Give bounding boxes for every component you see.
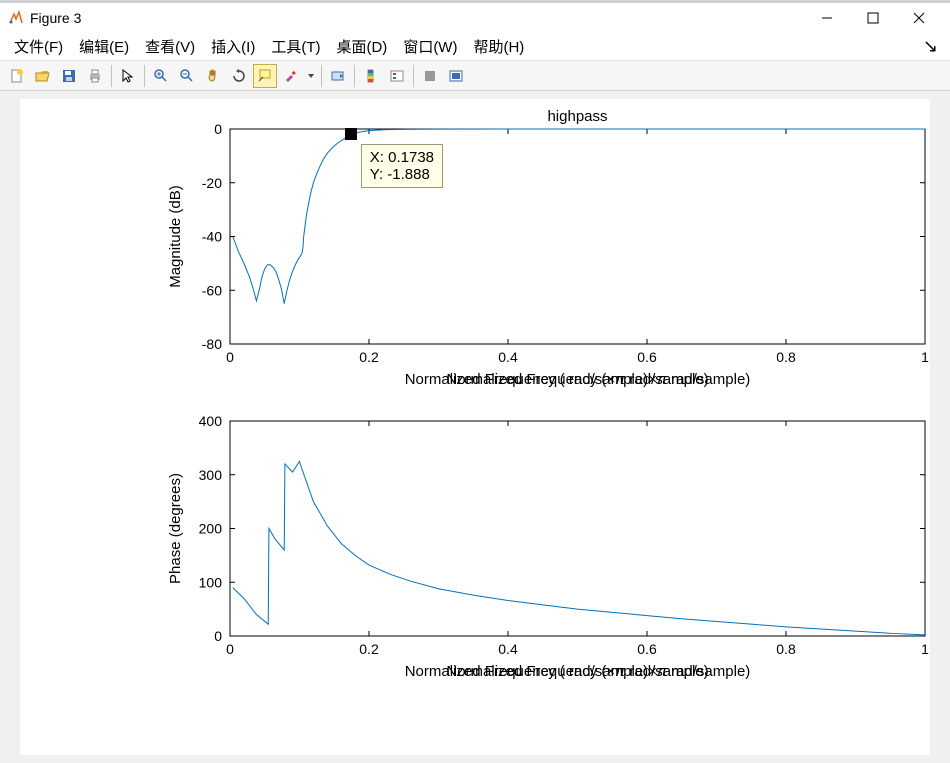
menu-help[interactable]: 帮助(H) <box>465 33 532 60</box>
figure-area: 0 0.2 0.4 0.6 0.8 1 -80 -60 -40 -20 0 Normalized Fr… <box>0 91 950 763</box>
datatip-box[interactable]: X: 0.1738 Y: -1.888 <box>361 144 443 188</box>
menu-desktop[interactable]: 桌面(D) <box>328 33 395 60</box>
datatip-button[interactable] <box>253 64 277 88</box>
plot-panel[interactable]: 0 0.2 0.4 0.6 0.8 1 -80 -60 -40 -20 0 Normalized Fr… <box>20 99 930 755</box>
svg-text:highpass: highpass <box>547 108 607 125</box>
svg-text:0.2: 0.2 <box>359 641 379 657</box>
svg-text:0: 0 <box>214 121 222 137</box>
svg-text:Normalized Frequency (×π rad/: Normalized Frequency (×π rad/sample) <box>446 371 708 388</box>
svg-text:200: 200 <box>199 521 223 537</box>
figure-window: Figure 3 文件(F) 编辑(E) 查看(V) 插入(I) 工具(T) 桌… <box>0 0 950 763</box>
svg-text:-80: -80 <box>202 336 222 352</box>
menu-file[interactable]: 文件(F) <box>6 33 71 60</box>
close-button[interactable] <box>896 3 942 33</box>
svg-text:Normalized Frequency (×π rad/: Normalized Frequency (×π rad/sample) <box>446 663 708 680</box>
menu-view[interactable]: 查看(V) <box>137 33 203 60</box>
menu-tools[interactable]: 工具(T) <box>263 33 328 60</box>
matlab-icon <box>8 10 24 26</box>
svg-text:0.2: 0.2 <box>359 349 379 365</box>
menu-insert[interactable]: 插入(I) <box>203 33 263 60</box>
dropdown-button[interactable] <box>305 64 317 88</box>
titlebar[interactable]: Figure 3 <box>0 3 950 33</box>
datatip-x: X: 0.1738 <box>370 149 434 166</box>
svg-text:0.6: 0.6 <box>637 641 657 657</box>
save-button[interactable] <box>57 64 81 88</box>
menu-overflow-icon[interactable]: ↘ <box>923 36 944 57</box>
svg-text:0: 0 <box>214 628 222 644</box>
print-button[interactable] <box>83 64 107 88</box>
svg-text:-60: -60 <box>202 282 222 298</box>
svg-text:0.8: 0.8 <box>776 641 796 657</box>
svg-text:300: 300 <box>199 467 223 483</box>
open-button[interactable] <box>31 64 55 88</box>
svg-text:-40: -40 <box>202 229 222 245</box>
layout-button[interactable] <box>444 64 468 88</box>
svg-text:0.4: 0.4 <box>498 641 518 657</box>
zoom-in-button[interactable] <box>149 64 173 88</box>
svg-text:0.8: 0.8 <box>776 349 796 365</box>
svg-text:0.6: 0.6 <box>637 349 657 365</box>
brush-button[interactable] <box>279 64 303 88</box>
menu-edit[interactable]: 编辑(E) <box>71 33 137 60</box>
charts-svg: 0 0.2 0.4 0.6 0.8 1 -80 -60 -40 -20 0 Normalized Fr… <box>20 99 930 719</box>
menubar: 文件(F) 编辑(E) 查看(V) 插入(I) 工具(T) 桌面(D) 窗口(W… <box>0 33 950 61</box>
svg-text:0.4: 0.4 <box>498 349 518 365</box>
grid-button[interactable] <box>418 64 442 88</box>
legend-button[interactable] <box>385 64 409 88</box>
svg-text:Magnitude (dB): Magnitude (dB) <box>167 185 184 288</box>
svg-text:0: 0 <box>226 349 234 365</box>
pointer-button[interactable] <box>116 64 140 88</box>
maximize-button[interactable] <box>850 3 896 33</box>
svg-text:-20: -20 <box>202 175 222 191</box>
svg-text:Phase (degrees): Phase (degrees) <box>167 473 184 584</box>
svg-text:1: 1 <box>921 641 929 657</box>
datatip-y: Y: -1.888 <box>370 166 434 183</box>
svg-text:0: 0 <box>226 641 234 657</box>
colorbar-button[interactable] <box>359 64 383 88</box>
menu-window[interactable]: 窗口(W) <box>395 33 465 60</box>
window-title: Figure 3 <box>30 10 81 26</box>
zoom-out-button[interactable] <box>175 64 199 88</box>
minimize-button[interactable] <box>804 3 850 33</box>
link-button[interactable] <box>326 64 350 88</box>
datatip-marker[interactable] <box>345 128 357 140</box>
svg-text:1: 1 <box>921 349 929 365</box>
toolbar <box>0 61 950 91</box>
svg-text:400: 400 <box>199 413 223 429</box>
rotate-button[interactable] <box>227 64 251 88</box>
new-figure-button[interactable] <box>5 64 29 88</box>
svg-text:100: 100 <box>199 574 223 590</box>
pan-button[interactable] <box>201 64 225 88</box>
